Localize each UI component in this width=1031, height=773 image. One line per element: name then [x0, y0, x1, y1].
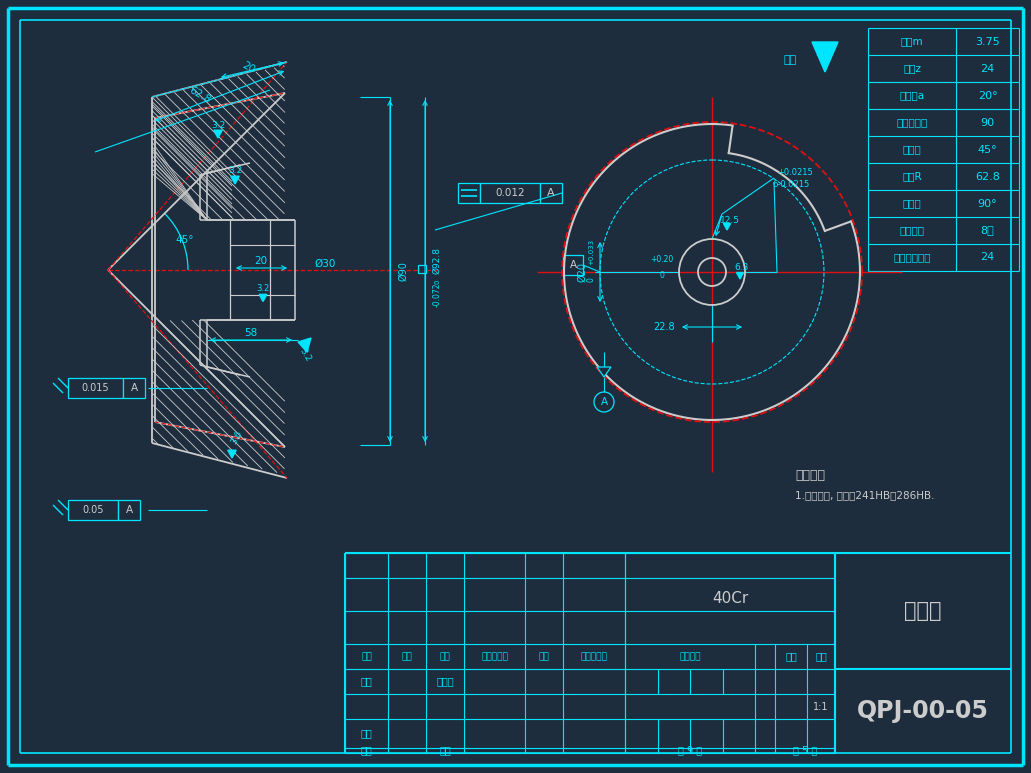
Text: +0.20: +0.20 [651, 256, 673, 264]
Text: 62.8: 62.8 [188, 85, 212, 105]
Text: A: A [569, 260, 576, 270]
Text: 0.05: 0.05 [82, 505, 104, 515]
Text: 其余: 其余 [784, 55, 797, 65]
Text: Ø92.8: Ø92.8 [432, 247, 441, 274]
Text: 40Cr: 40Cr [711, 591, 749, 606]
Bar [540, 183, 562, 203]
Bar [418, 265, 426, 273]
Text: 技术要求: 技术要求 [795, 468, 825, 482]
Text: 齿形角a: 齿形角a [899, 90, 925, 100]
Polygon shape [724, 223, 731, 230]
Text: 批准: 批准 [439, 745, 451, 755]
Text: 轴交角: 轴交角 [902, 199, 922, 209]
Text: A: A [547, 188, 555, 198]
Text: 6.3: 6.3 [734, 263, 749, 271]
Text: QPJ-00-05: QPJ-00-05 [857, 699, 989, 723]
Text: 重量: 重量 [786, 652, 797, 662]
Text: 精度等级: 精度等级 [899, 226, 925, 236]
Text: 20: 20 [255, 256, 268, 266]
Text: 8级: 8级 [980, 226, 994, 236]
Text: 更改文件号: 更改文件号 [481, 652, 508, 661]
Text: 20°: 20° [977, 90, 997, 100]
Polygon shape [231, 176, 239, 184]
Polygon shape [597, 367, 611, 377]
Text: 12.5: 12.5 [720, 216, 740, 224]
Text: 锥齿轮: 锥齿轮 [904, 601, 941, 621]
Text: 标准化: 标准化 [436, 676, 454, 686]
Bar [458, 183, 480, 203]
Text: 分锥角: 分锥角 [902, 145, 922, 155]
Polygon shape [228, 450, 236, 458]
Polygon shape [812, 42, 838, 72]
Polygon shape [259, 295, 267, 301]
Text: 分度圆直径: 分度圆直径 [896, 117, 928, 128]
Text: 锥距R: 锥距R [902, 172, 922, 182]
Text: 处数: 处数 [402, 652, 412, 661]
Text: 0: 0 [587, 278, 596, 282]
Text: 58: 58 [244, 328, 258, 338]
Text: 45°: 45° [977, 145, 997, 155]
Text: 0.015: 0.015 [81, 383, 109, 393]
Text: 45°: 45° [175, 235, 194, 245]
Text: Ø30: Ø30 [314, 259, 336, 269]
Polygon shape [298, 338, 311, 352]
Text: A: A [126, 505, 133, 515]
Bar [68, 378, 123, 398]
Text: 3.2: 3.2 [257, 284, 270, 292]
Text: 6-0.0215: 6-0.0215 [772, 179, 809, 189]
Text: 22.8: 22.8 [654, 322, 675, 332]
Text: 3.2: 3.2 [211, 121, 225, 130]
Text: 共 9 张: 共 9 张 [678, 745, 702, 755]
Text: 24: 24 [980, 63, 995, 73]
Text: 0: 0 [660, 271, 664, 280]
Text: Ø90: Ø90 [398, 261, 408, 281]
Bar [480, 183, 540, 203]
Text: 3.2: 3.2 [298, 346, 312, 363]
Text: 62.8: 62.8 [975, 172, 1000, 182]
Text: 3.2: 3.2 [228, 165, 242, 175]
Text: 模数m: 模数m [901, 36, 924, 46]
Text: -0.072: -0.072 [432, 283, 441, 307]
Bar [563, 255, 583, 275]
Bar [118, 500, 140, 520]
Text: A: A [131, 383, 137, 393]
Text: +0.033: +0.033 [588, 239, 594, 265]
Text: 90°: 90° [977, 199, 997, 209]
Text: 齿数z: 齿数z [903, 63, 921, 73]
Text: 第 5 张: 第 5 张 [793, 745, 818, 755]
Text: 阶段标记: 阶段标记 [679, 652, 701, 661]
Polygon shape [213, 130, 223, 138]
Text: 工艺: 工艺 [361, 745, 372, 755]
Text: 0.012: 0.012 [495, 188, 525, 198]
Text: 配对齿轮齿数: 配对齿轮齿数 [893, 253, 931, 263]
Text: A: A [600, 397, 607, 407]
Text: Ø20: Ø20 [577, 262, 587, 282]
Text: 比例: 比例 [816, 652, 827, 662]
Text: 标记: 标记 [361, 652, 372, 661]
Text: +0.0215: +0.0215 [777, 168, 812, 176]
Text: 20: 20 [240, 60, 256, 76]
Text: 24: 24 [980, 253, 995, 263]
Text: 0: 0 [434, 280, 440, 284]
Text: 25: 25 [816, 46, 831, 59]
Text: 分区: 分区 [439, 652, 451, 661]
Text: 90: 90 [980, 117, 995, 128]
Text: 1:1: 1:1 [813, 702, 829, 711]
Text: 3.6: 3.6 [230, 430, 244, 447]
Text: 签名: 签名 [538, 652, 550, 661]
Bar [123, 378, 145, 398]
Text: 1.调制处理, 硬度为241HB～286HB.: 1.调制处理, 硬度为241HB～286HB. [795, 490, 934, 500]
Text: 审核: 审核 [361, 728, 372, 738]
Text: 3.75: 3.75 [975, 36, 1000, 46]
Text: 年、月、日: 年、月、日 [580, 652, 607, 661]
Polygon shape [736, 273, 743, 279]
Bar [68, 500, 118, 520]
Text: 设计: 设计 [361, 676, 372, 686]
